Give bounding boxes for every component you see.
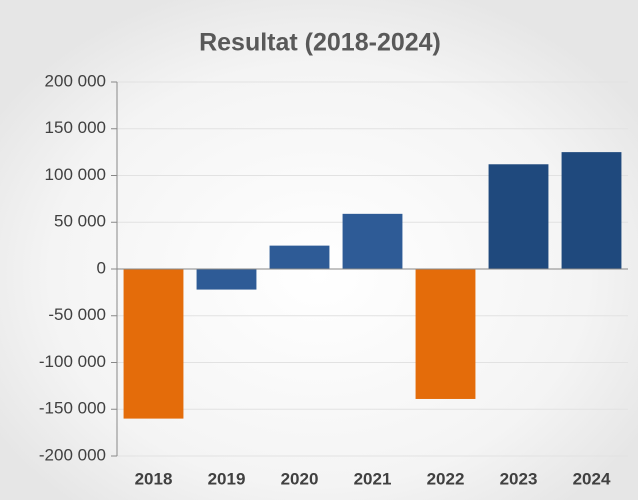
y-tick-label: -50 000 xyxy=(48,305,106,324)
x-tick-label: 2022 xyxy=(427,469,465,488)
y-tick-label: -100 000 xyxy=(39,352,106,371)
y-tick-label: -200 000 xyxy=(39,445,106,464)
y-tick-label: 50 000 xyxy=(54,212,106,231)
x-tick-label: 2020 xyxy=(281,469,319,488)
x-tick-label: 2024 xyxy=(573,469,611,488)
bar xyxy=(123,269,184,419)
bar xyxy=(269,245,330,269)
y-tick-label: 200 000 xyxy=(45,71,106,90)
x-tick-label: 2018 xyxy=(135,469,173,488)
x-tick-label: 2023 xyxy=(500,469,538,488)
chart-title: Resultat (2018-2024) xyxy=(199,29,441,57)
x-tick-label: 2019 xyxy=(208,469,246,488)
bar xyxy=(561,152,622,269)
bar xyxy=(196,269,257,290)
bar xyxy=(415,269,476,399)
x-tick-label: 2021 xyxy=(354,469,392,488)
bar xyxy=(342,213,403,269)
y-tick-label: 150 000 xyxy=(45,118,106,137)
y-tick-label: -150 000 xyxy=(39,399,106,418)
y-tick-label: 0 xyxy=(97,258,106,277)
bar xyxy=(488,164,549,269)
y-tick-label: 100 000 xyxy=(45,165,106,184)
